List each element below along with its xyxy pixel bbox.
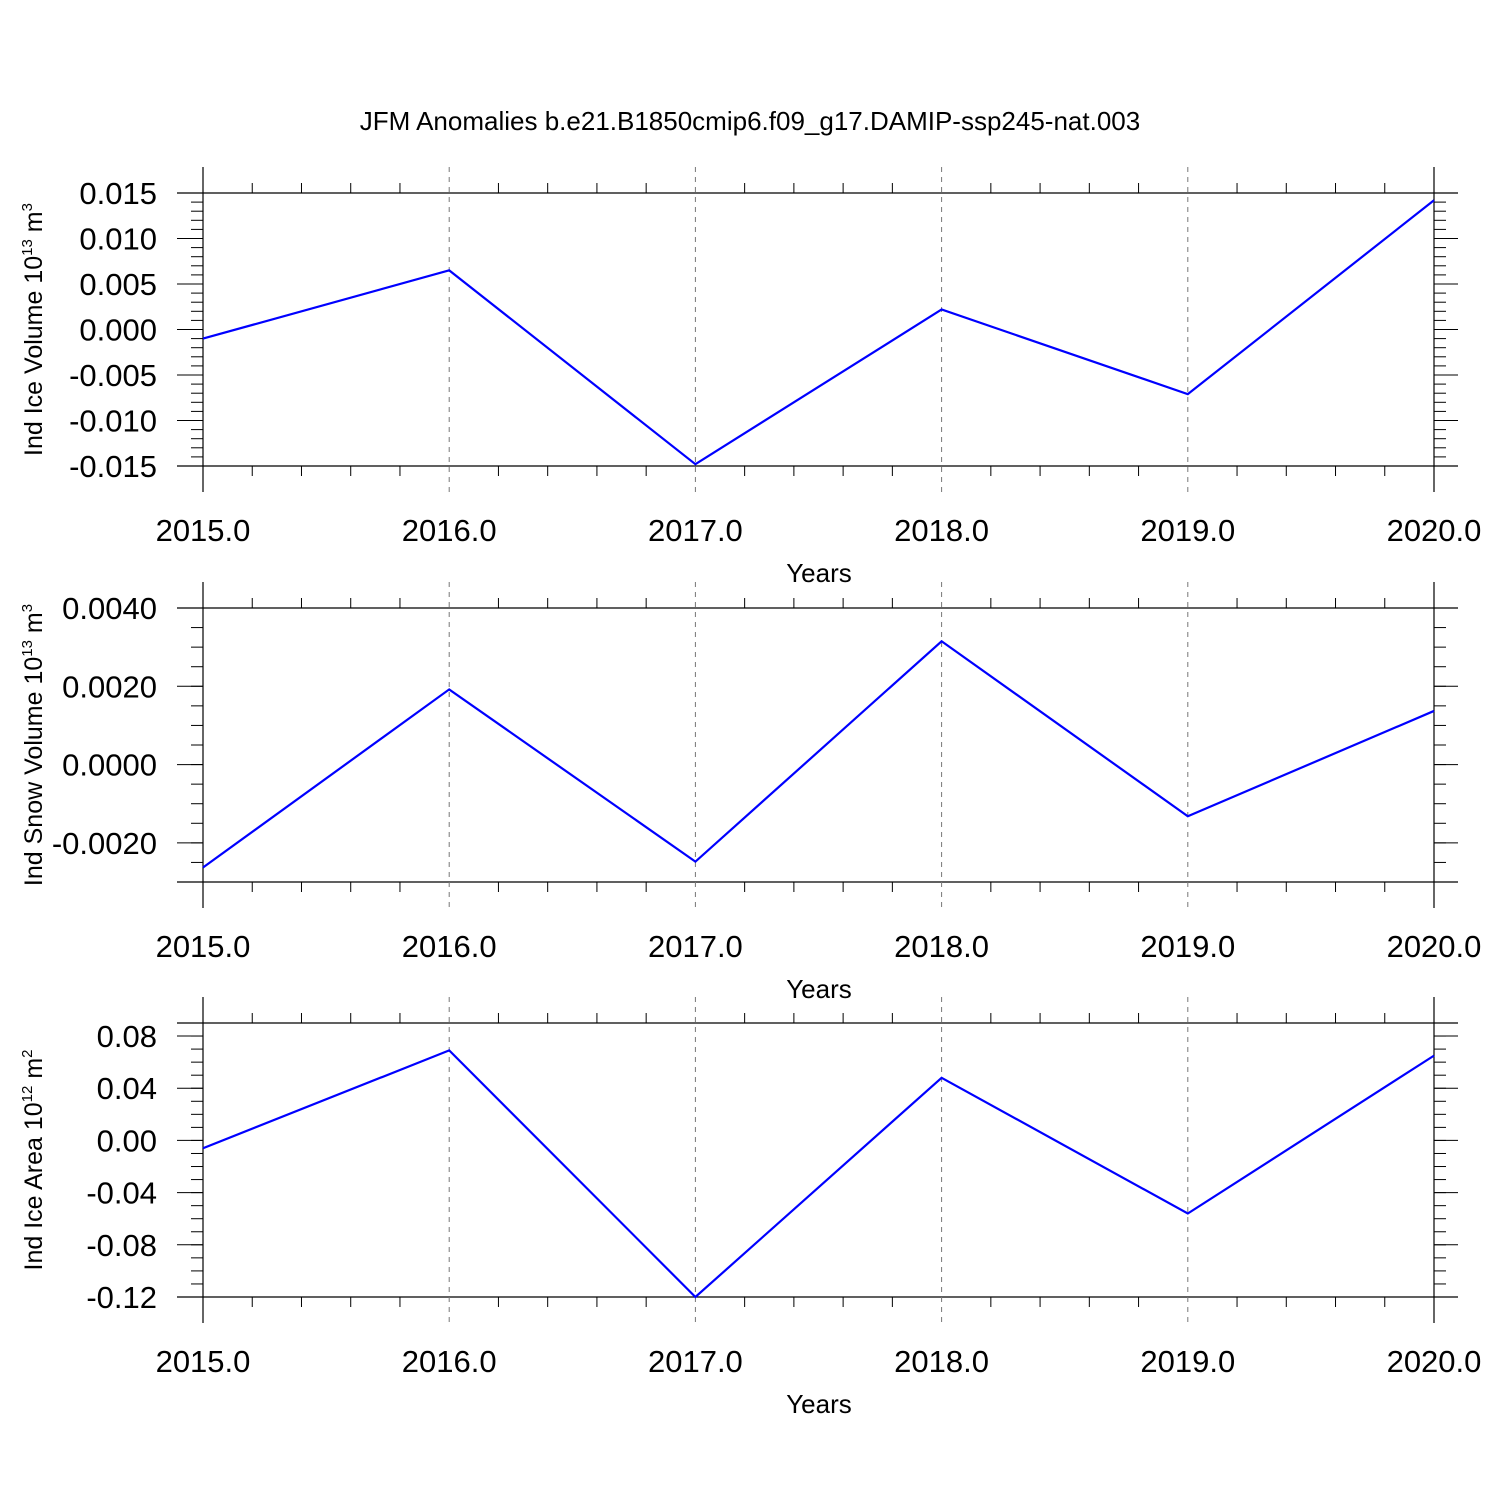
x-tick-label: 2017.0 (648, 1344, 743, 1379)
chart-panel-2: 0.0040 0.0020 0.0000 -0.0020 2015.0 2016.0 201… (19, 582, 1481, 1004)
y-axis-title-text: m (20, 612, 48, 640)
y-axis-title-superscript: 3 (19, 604, 36, 612)
chart-panel-1: 0.015 0.010 0.005 0.000 -0.005 -0.010 -0.015 20… (19, 167, 1481, 588)
x-tick-label: 2016.0 (402, 929, 497, 964)
y-axis-title-text: Ind Ice Area 10 (20, 1102, 48, 1270)
series-line (202, 1049, 1435, 1299)
y-tick-label: 0.00 (97, 1123, 157, 1158)
y-tick-label: -0.0020 (52, 826, 157, 861)
x-axis-title: Years (786, 1389, 852, 1419)
x-tick-label: 2019.0 (1140, 929, 1235, 964)
x-tick-label: 2016.0 (402, 1344, 497, 1379)
y-axis-title-superscript: 13 (19, 239, 36, 256)
y-axis-title: Ind Ice Area 1012 m2 (19, 1050, 48, 1271)
y-tick-label: 0.0000 (62, 748, 157, 783)
y-tick-label: -0.08 (86, 1228, 157, 1263)
figure-title: JFM Anomalies b.e21.B1850cmip6.f09_g17.D… (360, 106, 1140, 136)
y-tick-label: 0.0020 (62, 669, 157, 704)
y-axis-title-text: m (20, 211, 48, 239)
x-tick-label: 2017.0 (648, 513, 743, 548)
y-axis-title-superscript: 12 (19, 1086, 36, 1103)
y-tick-label: 0.000 (79, 313, 157, 348)
x-tick-label: 2015.0 (156, 513, 251, 548)
chart-panel-3: 0.08 0.04 0.00 -0.04 -0.08 -0.12 2015.0 2016.0 2… (19, 997, 1481, 1419)
chart-panels: 0.0150.0100.0050.000-0.005-0.010-0.01520… (19, 167, 1481, 1419)
x-tick-label: 2016.0 (402, 513, 497, 548)
x-tick-label: 2020.0 (1387, 513, 1482, 548)
y-axis-title: Ind Snow Volume 1013 m3 (19, 604, 48, 886)
y-tick-label: 0.0040 (62, 591, 157, 626)
x-tick-label: 2019.0 (1140, 513, 1235, 548)
y-axis-title-text: m (20, 1058, 48, 1086)
y-tick-label: -0.04 (86, 1176, 157, 1211)
y-tick-label: 0.015 (79, 176, 157, 211)
x-tick-label: 2019.0 (1140, 1344, 1235, 1379)
y-tick-label: 0.005 (79, 267, 157, 302)
x-tick-label: 2020.0 (1387, 1344, 1482, 1379)
y-axis-title-superscript: 13 (19, 640, 36, 657)
x-tick-label: 2018.0 (894, 929, 989, 964)
series-line (202, 639, 1435, 869)
y-axis-title-text: Ind Snow Volume 10 (20, 657, 48, 886)
y-axis-title: Ind Ice Volume 1013 m3 (19, 203, 48, 456)
y-axis-title-text: Ind Ice Volume 10 (20, 256, 48, 456)
x-axis-title: Years (786, 558, 852, 588)
y-tick-label: -0.12 (86, 1280, 157, 1315)
y-axis-title-superscript: 3 (19, 203, 36, 211)
x-tick-label: 2018.0 (894, 513, 989, 548)
x-tick-label: 2015.0 (156, 1344, 251, 1379)
y-tick-label: -0.015 (69, 449, 157, 484)
x-tick-label: 2020.0 (1387, 929, 1482, 964)
series-line (202, 199, 1435, 466)
y-tick-label: 0.010 (79, 222, 157, 257)
y-tick-label: -0.010 (69, 404, 157, 439)
x-tick-label: 2017.0 (648, 929, 743, 964)
y-tick-label: 0.04 (97, 1071, 157, 1106)
y-tick-label: -0.005 (69, 358, 157, 393)
y-tick-label: 0.08 (97, 1019, 157, 1054)
x-tick-label: 2015.0 (156, 929, 251, 964)
x-axis-title: Years (786, 974, 852, 1004)
x-tick-label: 2018.0 (894, 1344, 989, 1379)
y-axis-title-superscript: 2 (19, 1050, 36, 1058)
